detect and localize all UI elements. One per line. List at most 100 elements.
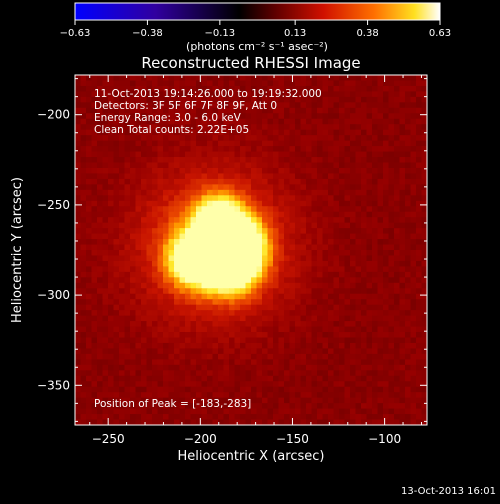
heatmap-cell — [278, 184, 285, 191]
heatmap-cell — [86, 107, 93, 114]
heatmap-cell — [394, 140, 401, 147]
heatmap-cell — [317, 250, 324, 257]
heatmap-cell — [119, 85, 126, 93]
heatmap-cell — [80, 271, 87, 278]
heatmap-cell — [229, 403, 236, 410]
heatmap-cell — [366, 375, 373, 382]
heatmap-cell — [179, 146, 186, 153]
heatmap-cell — [86, 118, 93, 125]
heatmap-cell — [146, 217, 153, 224]
heatmap-cell — [185, 414, 192, 421]
heatmap-cell — [410, 244, 417, 251]
heatmap-cell — [245, 162, 252, 169]
heatmap-cell — [421, 211, 427, 218]
heatmap-cell — [416, 403, 423, 410]
heatmap-cell — [405, 266, 412, 273]
heatmap-cell — [97, 157, 104, 164]
heatmap-cell — [410, 408, 417, 415]
heatmap-cell — [388, 107, 395, 114]
heatmap-cell — [102, 200, 109, 207]
heatmap-cell — [201, 96, 208, 103]
heatmap-cell — [410, 211, 417, 218]
heatmap-cell — [130, 129, 137, 136]
heatmap-cell — [130, 107, 137, 114]
heatmap-cell — [141, 124, 148, 131]
heatmap-cell — [333, 118, 340, 125]
heatmap-cell — [146, 129, 153, 136]
heatmap-cell — [218, 419, 225, 425]
heatmap-cell — [333, 381, 340, 388]
heatmap-cell — [251, 414, 258, 421]
heatmap-cell — [102, 151, 109, 158]
heatmap-cell — [185, 217, 192, 224]
heatmap-cell — [223, 96, 230, 103]
heatmap-cell — [377, 195, 384, 202]
heatmap-cell — [251, 91, 258, 98]
heatmap-cell — [218, 129, 225, 136]
heatmap-cell — [328, 200, 335, 207]
heatmap-cell — [229, 233, 236, 240]
heatmap-cell — [300, 233, 307, 240]
heatmap-cell — [201, 392, 208, 399]
heatmap-cell — [212, 173, 219, 180]
heatmap-cell — [388, 200, 395, 207]
heatmap-cell — [218, 326, 225, 333]
heatmap-cell — [405, 381, 412, 388]
heatmap-cell — [86, 386, 93, 393]
heatmap-cell — [251, 381, 258, 388]
heatmap-cell — [245, 250, 252, 257]
heatmap-cell — [361, 200, 368, 207]
heatmap-cell — [322, 184, 329, 191]
heatmap-cell — [135, 255, 142, 262]
heatmap-cell — [328, 375, 335, 382]
heatmap-cell — [240, 326, 247, 333]
heatmap-cell — [146, 96, 153, 103]
heatmap-cell — [97, 146, 104, 153]
heatmap-cell — [97, 381, 104, 388]
heatmap-cell — [201, 140, 208, 147]
heatmap-cell — [113, 233, 120, 240]
heatmap-cell — [306, 233, 313, 240]
heatmap-cell — [97, 326, 104, 333]
heatmap-cell — [97, 260, 104, 268]
heatmap-cell — [163, 118, 170, 125]
heatmap-cell — [405, 419, 412, 425]
heatmap-cell — [119, 129, 126, 136]
heatmap-cell — [229, 80, 236, 87]
heatmap-cell — [86, 310, 93, 317]
heatmap-cell — [234, 200, 241, 207]
heatmap-cell — [234, 326, 241, 333]
heatmap-cell — [130, 75, 137, 82]
heatmap-cell — [223, 107, 230, 114]
heatmap-cell — [240, 419, 247, 425]
heatmap-cell — [311, 414, 318, 421]
heatmap-cell — [278, 244, 285, 251]
heatmap-cell — [416, 375, 423, 382]
heatmap-cell — [416, 222, 423, 229]
heatmap-cell — [333, 359, 340, 366]
heatmap-cell — [174, 146, 181, 153]
heatmap-cell — [344, 173, 351, 180]
heatmap-cell — [218, 233, 225, 240]
heatmap-cell — [229, 135, 236, 142]
heatmap-cell — [97, 113, 104, 120]
heatmap-cell — [322, 102, 329, 109]
heatmap-cell — [317, 408, 324, 415]
heatmap-cell — [174, 217, 181, 224]
heatmap-cell — [168, 381, 175, 388]
heatmap-cell — [179, 102, 186, 109]
heatmap-cell — [108, 266, 115, 273]
heatmap-cell — [399, 250, 406, 257]
heatmap-cell — [372, 293, 379, 300]
heatmap-cell — [405, 239, 412, 246]
heatmap-cell — [361, 266, 368, 273]
heatmap-cell — [141, 129, 148, 136]
heatmap-cell — [190, 332, 197, 339]
heatmap-cell — [372, 222, 379, 229]
heatmap-cell — [372, 233, 379, 240]
heatmap-cell — [256, 386, 263, 393]
heatmap-cell — [152, 85, 159, 93]
heatmap-cell — [394, 282, 401, 289]
heatmap-cell — [339, 167, 346, 175]
heatmap-cell — [328, 129, 335, 136]
